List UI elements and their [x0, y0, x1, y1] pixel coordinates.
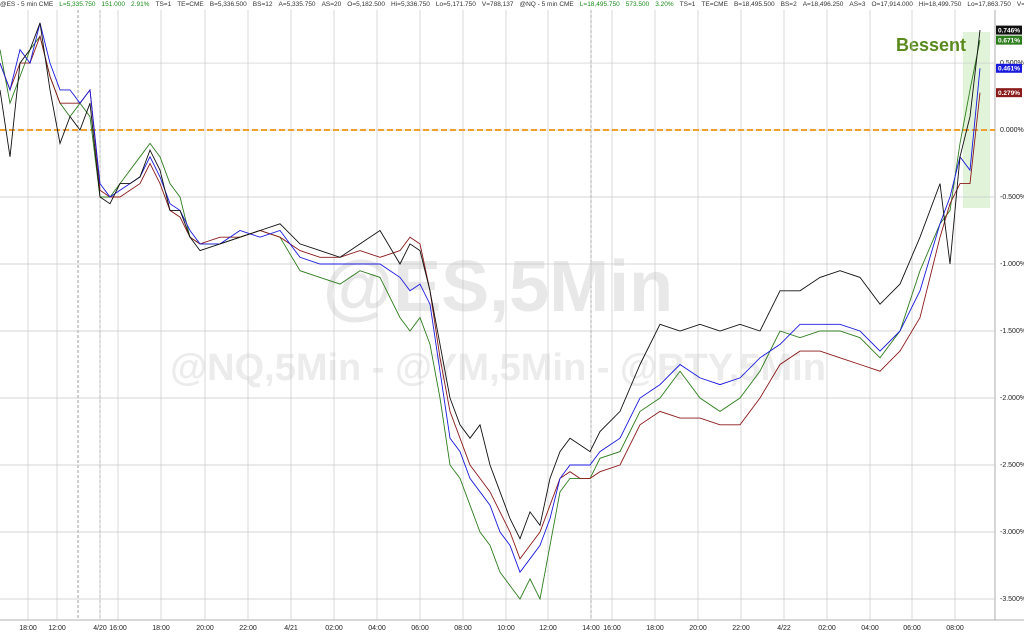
- y-tick-label: -3.000%: [1000, 529, 1024, 536]
- y-tick-label: -2.000%: [1000, 395, 1024, 402]
- header-field: @NQ - 5 min CME: [519, 1, 574, 8]
- header-field: AS=20: [321, 1, 342, 8]
- end-label: 0.746%: [998, 27, 1020, 34]
- header-field: L=18,495.750: [579, 1, 620, 8]
- end-label: 0.461%: [998, 65, 1020, 72]
- header-field: Hi=5,336.750: [391, 1, 430, 8]
- x-tick-label: 4/22: [777, 625, 791, 632]
- watermark-sub: @NQ,5Min - @YM,5Min - @RTY,5Min: [170, 347, 826, 389]
- series-line: [0, 34, 981, 560]
- x-tick-label: 4/20: [93, 625, 107, 632]
- x-tick-label: 04:00: [368, 625, 386, 632]
- header-bar: @ES - 5 min CME L=5,335.750 151.000 2.91% TS…: [0, 0, 1024, 10]
- header-field: A=18,496.250: [802, 1, 844, 8]
- x-tick-label: 14:00: [582, 625, 600, 632]
- x-tick-label: 04:00: [861, 625, 879, 632]
- x-tick-label: 08:00: [946, 625, 964, 632]
- header-field: BS=12: [252, 1, 273, 8]
- header-field: O=17,914.000: [871, 1, 913, 8]
- series-line: [0, 22, 981, 574]
- x-tick-label: 20:00: [196, 625, 214, 632]
- x-tick-label: 16:00: [603, 625, 621, 632]
- y-tick-label: 0.000%: [1000, 127, 1024, 134]
- x-tick-label: 16:00: [109, 625, 127, 632]
- header-field: B=18,495.500: [733, 1, 775, 8]
- header-field: B=5,336.500: [209, 1, 247, 8]
- header-field: 2.91%: [131, 1, 150, 8]
- x-tick-label: 10:00: [497, 625, 515, 632]
- header-field: TE=CME: [701, 1, 728, 8]
- header-field: TE=CME: [177, 1, 204, 8]
- header-field: Hi=18,499.750: [918, 1, 962, 8]
- x-tick-label: 12:00: [48, 625, 66, 632]
- header-field: BS=2: [780, 1, 797, 8]
- watermark: @ES,5Min: [323, 247, 673, 327]
- header-field: V=346...: [1016, 1, 1024, 8]
- annotation: Bessent: [896, 35, 966, 55]
- x-tick-label: 06:00: [411, 625, 429, 632]
- y-tick-label: -3.500%: [1000, 596, 1024, 603]
- end-label-box: [996, 63, 1022, 73]
- header-field: O=5,182.500: [347, 1, 386, 8]
- background-layer: @ES,5Min @NQ,5Min - @YM,5Min - @RTY,5Min…: [0, 10, 1024, 621]
- x-tick-label: 06:00: [903, 625, 921, 632]
- y-tick-label: -0.500%: [1000, 194, 1024, 201]
- header-field: @ES - 5 min CME: [0, 1, 54, 8]
- header-field: 3.20%: [655, 1, 674, 8]
- x-tick-label: 22:00: [239, 625, 257, 632]
- end-label: 0.279%: [998, 90, 1020, 97]
- y-tick-label: 0.500%: [1000, 60, 1024, 67]
- header-field: TS=1: [155, 1, 172, 8]
- header-field: TS=1: [679, 1, 696, 8]
- x-tick-label: 18:00: [19, 625, 37, 632]
- x-tick-label: 02:00: [818, 625, 836, 632]
- end-label-box: [996, 25, 1022, 35]
- header-field: AS=3: [849, 1, 866, 8]
- header-field: A=5,335.750: [278, 1, 316, 8]
- series-line: [0, 35, 981, 601]
- y-tick-label: -1.500%: [1000, 328, 1024, 335]
- x-tick-label: 18:00: [646, 625, 664, 632]
- x-tick-label: 12:00: [539, 625, 557, 632]
- header-field: Lo=17,863.750: [967, 1, 1011, 8]
- series-line: [0, 22, 981, 540]
- x-tick-label: 22:00: [732, 625, 750, 632]
- header-field: 151.000: [101, 1, 126, 8]
- y-tick-label: -1.000%: [1000, 261, 1024, 268]
- x-tick-label: 08:00: [454, 625, 472, 632]
- header-field: Lo=5,171.750: [435, 1, 476, 8]
- y-tick-label: -2.500%: [1000, 462, 1024, 469]
- x-tick-label: 20:00: [689, 625, 707, 632]
- header-field: V=788,137: [481, 1, 514, 8]
- x-tick-label: 18:00: [152, 625, 170, 632]
- end-label-box: [996, 35, 1022, 45]
- header-field: L=5,335.750: [59, 1, 96, 8]
- end-label-box: [996, 88, 1022, 98]
- x-tick-label: 4/21: [284, 625, 298, 632]
- header-field: 573.500: [625, 1, 650, 8]
- end-label: 0.671%: [998, 37, 1020, 44]
- x-tick-label: 02:00: [325, 625, 343, 632]
